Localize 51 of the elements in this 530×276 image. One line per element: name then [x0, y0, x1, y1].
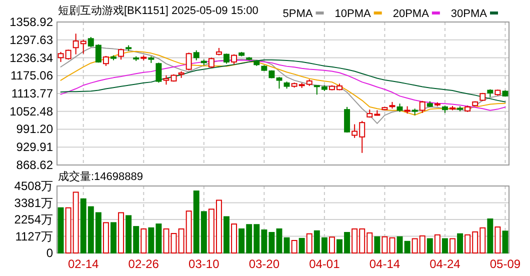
bar	[306, 233, 312, 254]
y-tick-label: 1358.92	[10, 15, 54, 29]
x-tick-label: 05-09	[490, 257, 521, 271]
bar	[442, 238, 448, 254]
x-tick-label: 03-10	[188, 257, 220, 271]
bar	[291, 240, 298, 254]
bar	[374, 236, 380, 254]
y-tick-label: 868.62	[16, 158, 54, 172]
bar	[110, 222, 116, 254]
bar	[102, 222, 109, 254]
y-tick-label: 1175.06	[10, 68, 54, 83]
bar	[140, 228, 147, 254]
x-tick-label: 02-14	[68, 257, 100, 271]
chart-title: 成交量:14698889	[58, 170, 143, 183]
x-tick-label: 03-20	[248, 257, 280, 271]
y-tick-label: 4508万	[14, 179, 53, 193]
y-tick-label: 1127万	[15, 229, 53, 244]
y-tick-label: 0	[46, 246, 54, 260]
bar	[426, 238, 433, 254]
bar	[434, 234, 440, 254]
bar	[284, 237, 290, 254]
bar	[502, 230, 508, 254]
legend-label: 10PMA	[334, 8, 372, 20]
bar	[487, 218, 494, 254]
y-tick-label: 1052.48	[10, 104, 54, 118]
x-tick-label: 04-01	[309, 257, 340, 271]
bar	[118, 212, 124, 254]
bar	[224, 216, 230, 254]
x-tick-label: 02-26	[128, 257, 160, 271]
legend-label: 20PMA	[392, 8, 430, 20]
line-series	[60, 59, 506, 102]
legend-label: 5PMA	[282, 8, 314, 20]
y-tick-label: 3381万	[14, 196, 53, 210]
y-tick-label: 2254万	[14, 212, 53, 226]
legend-label: 30PMA	[450, 8, 488, 20]
y-tick-label: 1236.34	[10, 50, 54, 65]
y-tick-label: 991.20	[16, 122, 54, 136]
bar	[494, 226, 501, 254]
bar	[328, 236, 335, 254]
bar	[457, 233, 464, 254]
y-tick-label: 929.91	[16, 140, 54, 154]
y-tick-label: 1297.63	[10, 32, 54, 47]
x-tick-label: 04-24	[430, 257, 461, 271]
bar	[163, 228, 170, 254]
bar	[298, 238, 305, 254]
bar	[58, 207, 64, 254]
chart-title: 短剧互动游戏[BK1151] 2025-05-09 15:00	[58, 4, 258, 17]
bar	[231, 224, 238, 254]
y-tick-label: 1113.77	[11, 86, 54, 100]
x-tick-label: 04-14	[369, 257, 400, 271]
bar	[450, 238, 456, 254]
